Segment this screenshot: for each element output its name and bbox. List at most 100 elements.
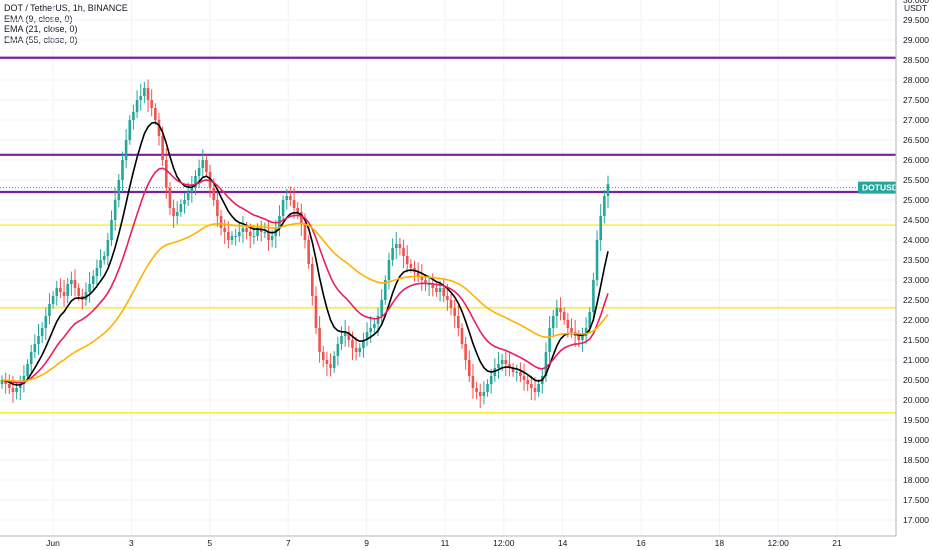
- y-tick-label: 22.500: [903, 295, 929, 305]
- candle-body: [570, 328, 573, 332]
- candle-body: [248, 232, 252, 236]
- candle-body: [548, 328, 551, 352]
- candle-body: [4, 380, 7, 384]
- legend-title: DOT / TetherUS, 1h, BINANCE: [4, 3, 128, 13]
- candle-body: [88, 284, 91, 292]
- candle-body: [595, 240, 599, 280]
- y-tick-label: 29.500: [903, 15, 929, 25]
- candle-body: [606, 184, 610, 196]
- candle-body: [420, 276, 424, 280]
- candle-body: [478, 392, 482, 396]
- time-axis: Jun 3 5 7 9 11 12:00 14 16 18 12:00 21: [46, 538, 842, 548]
- x-tick-label: 18: [715, 538, 725, 548]
- candle-body: [500, 360, 504, 364]
- y-tick-label: 28.000: [903, 75, 929, 85]
- candle-body: [106, 240, 110, 256]
- candle-body: [584, 328, 588, 336]
- chart-grid: [0, 0, 896, 536]
- candle-body: [562, 312, 566, 320]
- candle-body: [329, 364, 332, 368]
- candle-body: [387, 260, 391, 280]
- candle-body: [154, 108, 157, 120]
- candle-body: [592, 280, 595, 312]
- candle-body: [358, 348, 362, 352]
- candle-body: [365, 332, 369, 340]
- symbol-badge-label: DOTUSDT: [862, 183, 904, 193]
- candle-body: [296, 208, 299, 212]
- candle-body: [409, 264, 413, 268]
- y-tick-label: 24.000: [903, 235, 929, 245]
- candle-body: [351, 340, 354, 348]
- x-tick-label: 7: [286, 538, 291, 548]
- candle-body: [252, 236, 256, 237]
- candle-body: [405, 256, 409, 264]
- candle-body: [603, 196, 606, 216]
- candle-body: [205, 160, 208, 172]
- y-tick-label: 21.500: [903, 335, 929, 345]
- candle-body: [285, 196, 289, 200]
- candle-body: [267, 232, 270, 240]
- x-tick-label: 9: [364, 538, 369, 548]
- candle-body: [486, 384, 489, 392]
- candle-body: [457, 316, 460, 328]
- candle-body: [398, 244, 402, 248]
- candle-body: [201, 160, 205, 168]
- candle-body: [62, 292, 66, 296]
- candle-body: [530, 384, 533, 388]
- candle-body: [245, 228, 248, 232]
- candle-body: [230, 236, 234, 240]
- candle-body: [424, 280, 427, 284]
- candle-body: [172, 208, 175, 216]
- candle-body: [241, 228, 245, 232]
- candle-body: [332, 356, 336, 368]
- candle-body: [29, 352, 33, 364]
- candle-body: [70, 280, 73, 284]
- candle-body: [489, 376, 493, 384]
- candle-body: [446, 296, 449, 300]
- candle-body: [438, 288, 442, 292]
- candle-body: [362, 340, 365, 348]
- candle-body: [161, 136, 164, 160]
- candle-body: [95, 268, 99, 276]
- candle-body: [139, 96, 143, 100]
- candle-body: [135, 100, 139, 112]
- candle-body: [146, 88, 150, 100]
- ema-21-line: [1, 167, 609, 384]
- candle-body: [376, 316, 380, 324]
- candle-body: [566, 320, 570, 328]
- x-tick-label: 11: [441, 538, 450, 548]
- y-tick-label: 17.000: [903, 515, 929, 525]
- ema-55-line: [1, 222, 609, 383]
- candle-body: [402, 248, 405, 256]
- y-tick-label: 27.500: [903, 95, 929, 105]
- y-tick-label-top: 30.000: [903, 0, 929, 5]
- candle-body: [216, 200, 219, 216]
- candle-body: [15, 388, 18, 392]
- candle-body: [197, 168, 201, 176]
- candle-body: [588, 312, 592, 328]
- candle-body: [91, 276, 95, 284]
- candle-body: [183, 200, 186, 204]
- candle-body: [117, 180, 121, 200]
- candle-body: [482, 392, 486, 396]
- candle-body: [66, 284, 70, 296]
- candle-body: [307, 240, 310, 264]
- candle-body: [289, 196, 292, 200]
- x-tick-label: 5: [207, 538, 212, 548]
- candle-body: [18, 384, 22, 388]
- candle-body: [435, 288, 438, 292]
- candle-body: [300, 212, 303, 224]
- price-axis-bg: [896, 0, 932, 550]
- candle-body: [33, 344, 37, 352]
- candle-body: [354, 348, 358, 352]
- candle-body: [11, 388, 15, 392]
- candle-body: [22, 376, 26, 384]
- candle-body: [168, 188, 172, 208]
- candle-body: [504, 360, 508, 364]
- legend-ema-9: EMA (9, close, 0): [4, 13, 73, 24]
- candle-body: [526, 380, 529, 384]
- candle-body: [124, 140, 128, 160]
- candle-body: [59, 288, 62, 292]
- candle-body: [175, 212, 179, 216]
